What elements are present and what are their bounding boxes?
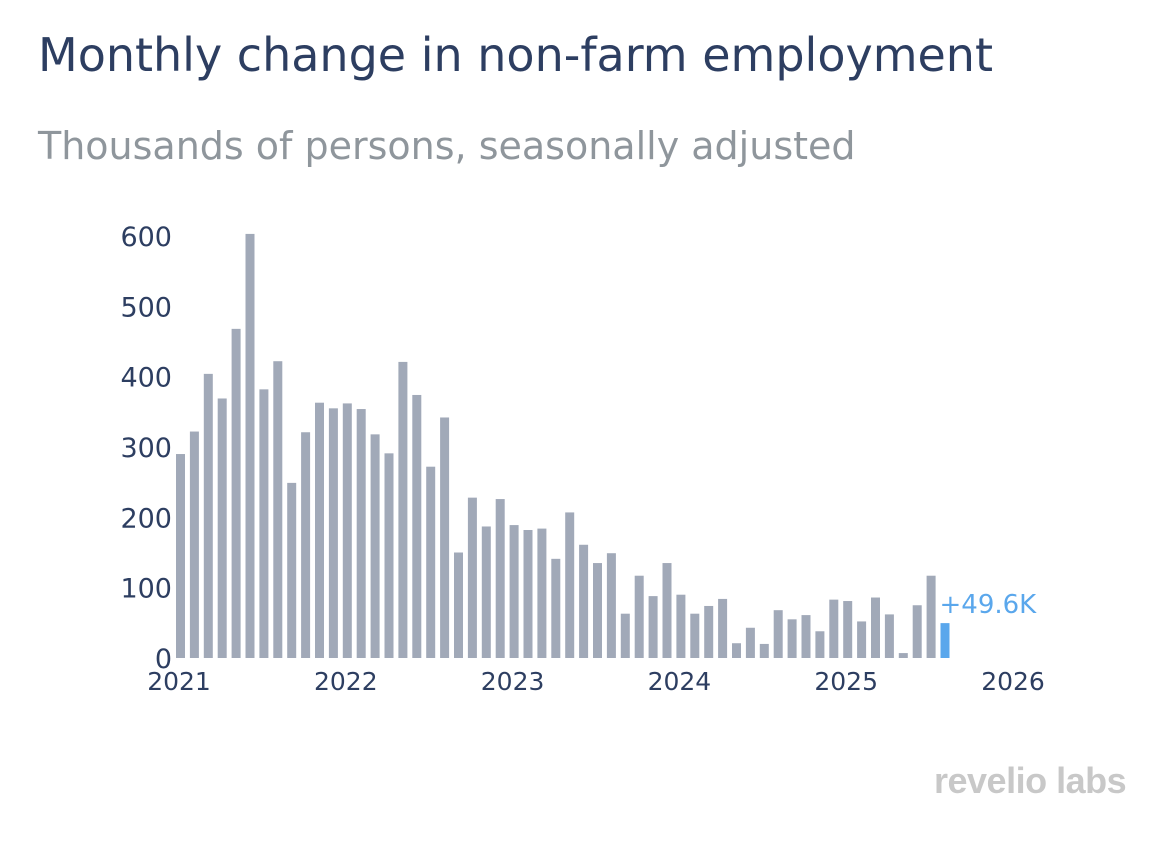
- y-tick-label: 500: [120, 292, 172, 323]
- y-tick-label: 400: [120, 363, 172, 394]
- bar: [676, 594, 686, 658]
- chart-title: Monthly change in non-farm employment: [38, 28, 993, 82]
- bar: [426, 466, 436, 658]
- bar: [509, 525, 519, 658]
- bar: [745, 627, 755, 658]
- y-tick-label: 300: [120, 433, 172, 464]
- x-tick-label: 2022: [314, 667, 378, 696]
- highlight-data-label: +49.6K: [940, 590, 1038, 620]
- bar: [412, 394, 422, 658]
- bar: [245, 233, 255, 658]
- bar: [690, 613, 700, 658]
- bar: [231, 328, 241, 658]
- bar: [843, 601, 853, 658]
- bar: [593, 563, 602, 658]
- bar: [704, 605, 714, 658]
- bar: [301, 432, 311, 658]
- bar: [579, 544, 589, 658]
- y-tick-label: 0: [155, 644, 172, 675]
- bar: [884, 614, 894, 658]
- bar: [217, 398, 227, 658]
- bar: [384, 453, 394, 658]
- bar: [662, 563, 672, 658]
- bar: [356, 409, 366, 658]
- bar: [342, 403, 352, 658]
- bar: [495, 499, 505, 658]
- bar: [718, 598, 728, 658]
- bar: [176, 454, 185, 658]
- bar: [440, 417, 450, 658]
- bar: [606, 553, 616, 658]
- y-tick-label: 600: [120, 222, 172, 253]
- bar: [287, 482, 297, 658]
- bar: [759, 643, 769, 658]
- bar: [801, 615, 811, 658]
- bar: [773, 610, 783, 658]
- bar: [481, 526, 491, 658]
- bar: [926, 575, 936, 658]
- chart-subtitle: Thousands of persons, seasonally adjuste…: [38, 124, 856, 168]
- bar: [787, 619, 797, 658]
- bar: [537, 528, 547, 658]
- bar: [620, 613, 630, 658]
- bar: [328, 408, 338, 658]
- bar: [857, 621, 867, 658]
- bar: [523, 530, 533, 658]
- bar: [273, 361, 283, 658]
- bar: [898, 653, 908, 658]
- bar: [189, 431, 199, 658]
- x-tick-label: 2024: [648, 667, 712, 696]
- bar: [815, 631, 825, 658]
- bar: [398, 361, 408, 658]
- bar-highlight: [940, 623, 950, 658]
- bar: [565, 512, 575, 658]
- bar: [648, 596, 658, 658]
- bar: [912, 605, 922, 658]
- bar: [732, 643, 741, 658]
- bar: [370, 434, 380, 658]
- y-tick-label: 100: [120, 574, 172, 605]
- bar: [454, 552, 463, 658]
- y-tick-label: 200: [120, 503, 172, 534]
- bar: [315, 402, 324, 658]
- bar: [829, 599, 839, 658]
- x-tick-label: 2026: [981, 667, 1045, 696]
- bar: [551, 558, 561, 658]
- x-tick-label: 2023: [481, 667, 545, 696]
- bar: [634, 575, 644, 658]
- bar: [203, 373, 213, 658]
- x-tick-label: 2025: [814, 667, 878, 696]
- revelio-labs-logo: revelio labs: [934, 760, 1127, 801]
- bar: [871, 597, 880, 658]
- x-tick-label: 2021: [147, 667, 211, 696]
- bar: [467, 497, 477, 658]
- bar: [259, 389, 269, 658]
